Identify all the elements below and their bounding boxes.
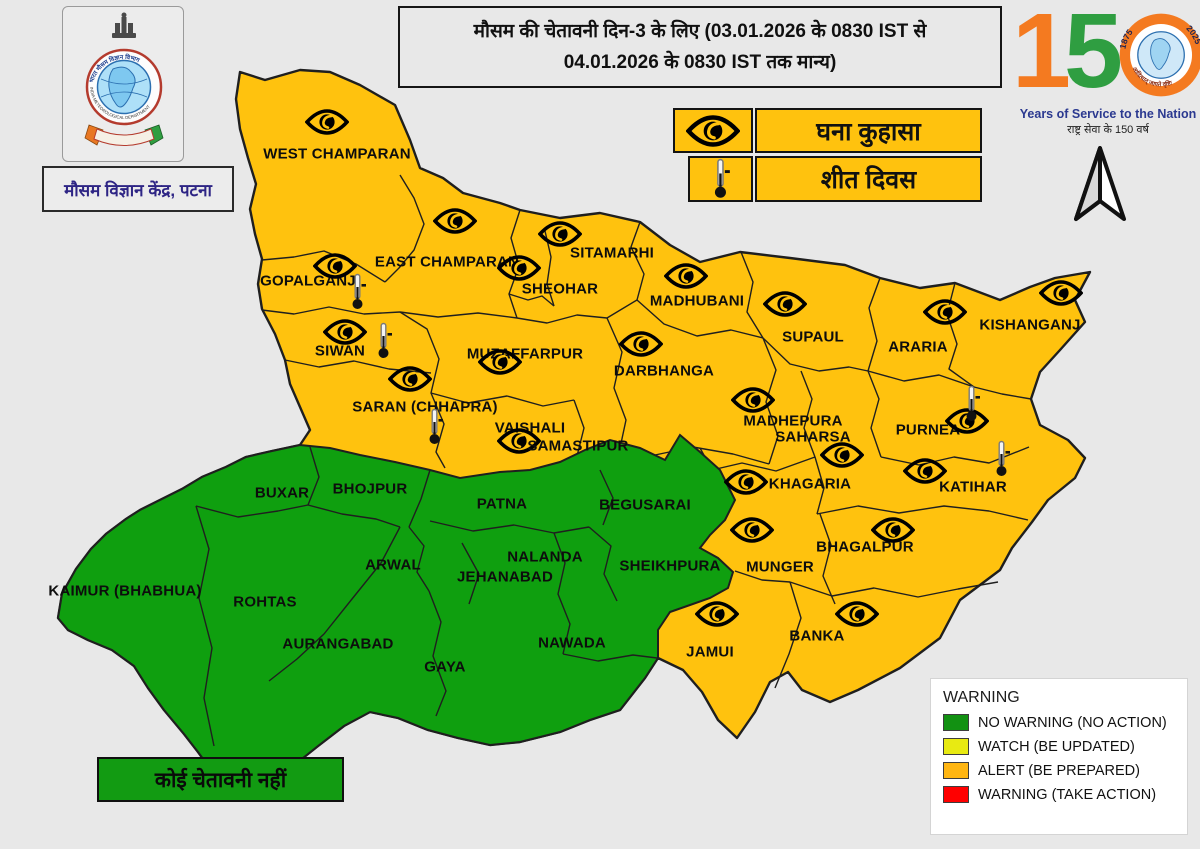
warning-legend-row: WATCH (BE UPDATED) [943,738,1175,755]
no-warning-box: कोई चेतावनी नहीं [97,757,344,802]
fog-icon [686,114,740,147]
cold-day-icon [714,158,730,198]
fog-legend-icon-box [673,108,753,153]
warning-legend-label: NO WARNING (NO ACTION) [978,714,1167,731]
cold-day-legend-label-box: शीत दिवस [755,156,982,202]
warning-legend-label: ALERT (BE PREPARED) [978,762,1140,779]
warning-legend-row: ALERT (BE PREPARED) [943,762,1175,779]
imd-150-tagline-hindi: राष्ट्र सेवा के 150 वर्ष [1067,124,1149,136]
imd-ribbon [84,124,164,146]
no-warning-region [56,433,737,792]
imd-150-tagline-english: Years of Service to the Nation [1019,107,1197,121]
warning-legend-label: WARNING (TAKE ACTION) [978,786,1157,803]
bulletin-title-line2: 04.01.2026 के 0830 IST तक मान्य) [563,52,837,73]
bulletin-title-line1: मौसम की चेतावनी दिन-3 के लिए (03.01.2026… [473,20,927,42]
warning-legend-title: WARNING [943,689,1020,706]
imd-150-digits: 1 5 1875 2025 आदित्यात् जायते वृष्टिः [1012,0,1200,104]
office-name-box: मौसम विज्ञान केंद्र, पटना [42,166,234,212]
north-arrow-icon [1074,146,1126,221]
warning-legend: WARNING NO WARNING (NO ACTION) WATCH (BE … [930,678,1188,835]
no-warning-box-label: कोई चेतावनी नहीं [154,768,287,792]
warning-color-swatch [943,786,969,803]
warning-legend-label: WATCH (BE UPDATED) [978,738,1135,755]
warning-color-swatch [943,762,969,779]
fog-legend-label: घना कुहासा [816,117,921,146]
warning-legend-items: NO WARNING (NO ACTION) WATCH (BE UPDATED)… [943,714,1175,803]
imd-logo: भारत मौसम विज्ञान विभाग INDIA METEOROLOG… [84,12,164,146]
warning-legend-row: NO WARNING (NO ACTION) [943,714,1175,731]
cold-day-legend-icon-box [688,156,753,202]
ashoka-emblem-icon [112,12,136,38]
office-name-label: मौसम विज्ञान केंद्र, पटना [64,180,212,200]
digit-five: 5 [1063,0,1123,110]
bulletin-title-box: मौसम की चेतावनी दिन-3 के लिए (03.01.2026… [398,6,1002,88]
warning-legend-row: WARNING (TAKE ACTION) [943,786,1175,803]
warning-color-swatch [943,738,969,755]
digit-zero-emblem: 1875 2025 आदित्यात् जायते वृष्टिः [1118,13,1200,97]
fog-legend-label-box: घना कुहासा [755,108,982,153]
imd-logo-panel: भारत मौसम विज्ञान विभाग INDIA METEOROLOG… [62,6,184,162]
cold-day-legend-label: शीत दिवस [820,166,917,194]
district-borders-no-warning [195,446,658,747]
digit-one: 1 [1012,0,1071,110]
warning-color-swatch [943,714,969,731]
imd-150-years-logo: 1 5 1875 2025 आदित्यात् जायते वृष्टिः Ye… [1012,0,1200,146]
